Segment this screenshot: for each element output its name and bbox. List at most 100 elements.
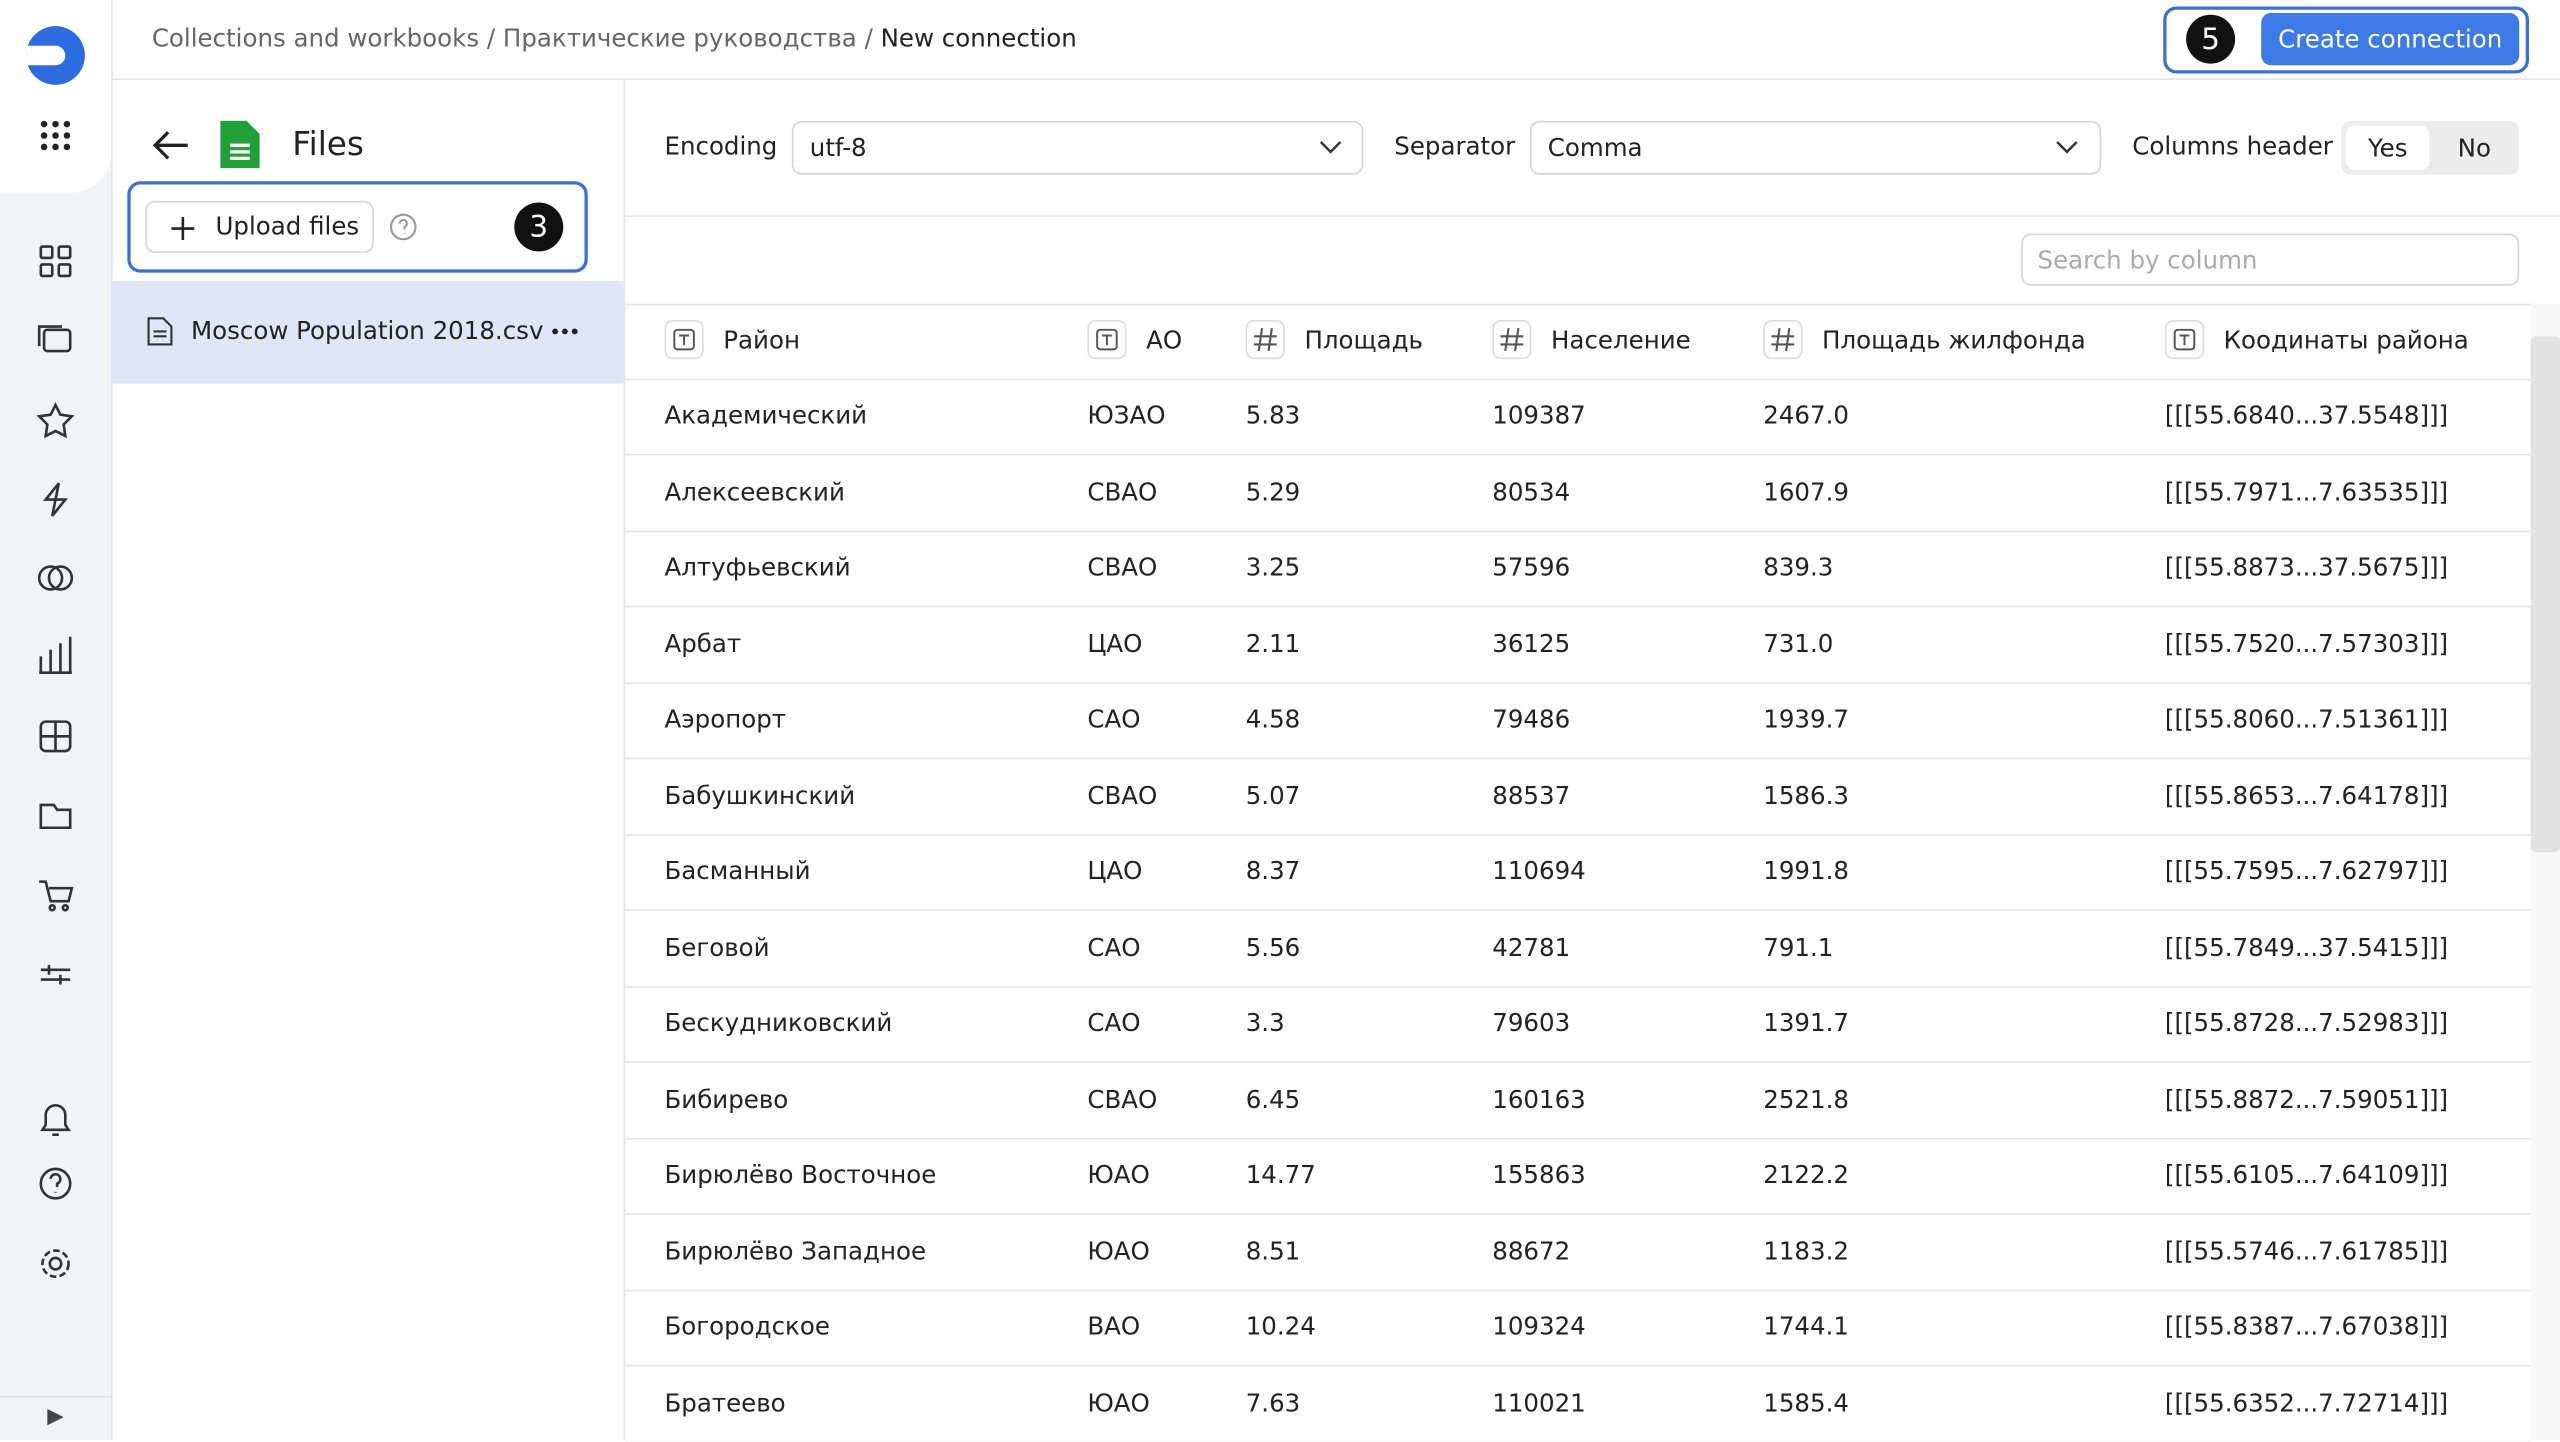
- upload-button[interactable]: [145, 200, 374, 254]
- cell: 1585.4: [1763, 1387, 1849, 1418]
- cell: Аэропорт: [664, 704, 787, 734]
- step-badge: 5: [2186, 14, 2236, 64]
- cell: [[[55.6840...37.5548]]]: [2164, 400, 2449, 431]
- cell: Бибирево: [664, 1084, 789, 1114]
- cell: Бабушкинский: [664, 780, 856, 810]
- row-line: [625, 833, 2531, 836]
- cell: [[[55.6352...7.72714]]]: [2164, 1387, 2449, 1418]
- plus-icon: [171, 217, 195, 240]
- cell: 2122.2: [1763, 1159, 1849, 1190]
- cell: СВАО: [1087, 780, 1158, 810]
- scroll-thumb[interactable]: [2530, 336, 2560, 853]
- cell: [[[55.6105...7.64109]]]: [2164, 1159, 2449, 1190]
- cell: 88537: [1492, 780, 1571, 810]
- cell: 8.37: [1245, 856, 1301, 886]
- cell: 7.63: [1245, 1387, 1301, 1418]
- cell: [[[55.7971...7.63535]]]: [2164, 476, 2449, 507]
- cell: 5.07: [1245, 780, 1301, 810]
- column-header[interactable]: Население: [1551, 325, 1691, 356]
- cell: 79603: [1492, 1008, 1571, 1038]
- cell: 109324: [1492, 1311, 1586, 1342]
- row-line: [625, 1364, 2531, 1367]
- highlight-frame: [127, 181, 588, 273]
- encoding-select[interactable]: [791, 120, 1364, 175]
- cell: 109387: [1492, 400, 1586, 431]
- header-line: [625, 378, 2531, 381]
- breadcrumb: New connection: [880, 23, 1077, 54]
- row-line: [625, 757, 2531, 760]
- cell: 2467.0: [1763, 400, 1849, 431]
- chevron: [1319, 141, 1342, 154]
- cell: 1744.1: [1763, 1311, 1849, 1342]
- cell: 36125: [1492, 628, 1571, 658]
- column-header[interactable]: Коодинаты района: [2223, 325, 2469, 356]
- cell: 110021: [1492, 1387, 1586, 1418]
- cell: [[[55.8387...7.67038]]]: [2164, 1311, 2449, 1342]
- cell: 1183.2: [1763, 1235, 1849, 1266]
- column-header[interactable]: АО: [1146, 325, 1183, 356]
- breadcrumb[interactable]: Практические руководства: [502, 23, 857, 54]
- cell: 1939.7: [1763, 704, 1849, 734]
- cell: 3.3: [1245, 1008, 1285, 1038]
- toggle-yes[interactable]: Yes: [2346, 125, 2430, 170]
- cell: 1586.3: [1763, 780, 1849, 810]
- cell: САО: [1087, 932, 1141, 962]
- row-line: [625, 1288, 2531, 1291]
- column-header[interactable]: Площадь жилфонда: [1822, 325, 2086, 356]
- panel-divider: [623, 78, 626, 1440]
- cell: [[[55.7595...7.62797]]]: [2164, 856, 2449, 886]
- cell: ЦАО: [1087, 628, 1143, 658]
- encoding-value: utf-8: [809, 133, 867, 163]
- search-placeholder: Search by column: [2037, 245, 2258, 276]
- cell: Алтуфьевский: [664, 552, 851, 583]
- nav-icons[interactable]: [36, 242, 75, 1287]
- cell: [[[55.7849...37.5415]]]: [2164, 932, 2449, 962]
- table-top-line: [625, 303, 2531, 306]
- back-arrow[interactable]: [152, 127, 191, 163]
- file-row[interactable]: [111, 280, 624, 384]
- cell: Богородское: [664, 1311, 830, 1342]
- cell: 88672: [1492, 1235, 1571, 1266]
- cell: СВАО: [1087, 1084, 1158, 1114]
- toggle-no[interactable]: No: [2457, 133, 2491, 163]
- cell: 57596: [1492, 552, 1571, 583]
- cell: [[[55.8872...7.59051]]]: [2164, 1084, 2449, 1114]
- column-type-icon: [1245, 319, 1285, 360]
- expand-toggle[interactable]: [46, 1407, 66, 1427]
- cell: 110694: [1492, 856, 1586, 886]
- column-type-icon: [1492, 319, 1532, 360]
- cell: [[[55.8653...7.64178]]]: [2164, 780, 2449, 810]
- apps-icon[interactable]: [39, 119, 72, 152]
- cell: СВАО: [1087, 476, 1158, 507]
- cell: Беговой: [664, 932, 770, 962]
- settings-divider: [625, 215, 2560, 218]
- cell: [[[55.5746...7.61785]]]: [2164, 1235, 2449, 1266]
- cell: [[[55.8728...7.52983]]]: [2164, 1008, 2449, 1038]
- row-line: [625, 1213, 2531, 1215]
- sidebar: [0, 0, 113, 1440]
- cell: 5.83: [1245, 400, 1301, 431]
- search-box[interactable]: [2021, 233, 2520, 286]
- column-header[interactable]: Район: [723, 325, 800, 356]
- row-line: [625, 1137, 2531, 1139]
- more-icon[interactable]: [550, 327, 579, 337]
- cell: 160163: [1492, 1084, 1586, 1114]
- row-line: [625, 1061, 2531, 1063]
- topbar-divider: [111, 78, 2560, 80]
- separator-select[interactable]: [1529, 120, 2102, 175]
- help-icon[interactable]: [389, 212, 418, 241]
- cell: Арбат: [664, 628, 742, 658]
- logo[interactable]: [23, 23, 88, 88]
- row-line: [625, 681, 2531, 684]
- cell: [[[55.7520...7.57303]]]: [2164, 628, 2449, 658]
- highlight-frame: [2163, 6, 2529, 74]
- cell: [[[55.8873...37.5675]]]: [2164, 552, 2449, 583]
- column-header[interactable]: Площадь: [1304, 325, 1423, 356]
- breadcrumb[interactable]: Collections and workbooks: [151, 23, 480, 54]
- create-connection-button[interactable]: Create connection: [2261, 13, 2520, 66]
- file-icon: [220, 120, 260, 169]
- doc-icon: [147, 317, 173, 346]
- cell: Алексеевский: [664, 476, 845, 507]
- step-badge: 3: [514, 202, 564, 252]
